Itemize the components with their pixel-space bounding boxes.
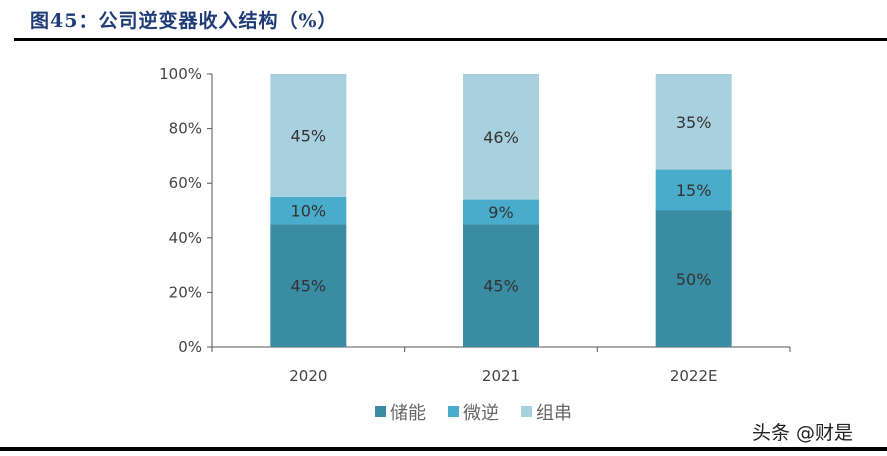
bar-segment [655, 74, 732, 170]
bar-segment [655, 169, 732, 211]
data-label: 46% [483, 128, 519, 147]
data-label: 45% [291, 126, 327, 145]
legend-label: 微逆 [463, 403, 499, 424]
bar-segment [270, 196, 347, 225]
legend-label: 储能 [390, 403, 426, 424]
legend-swatch [375, 406, 386, 417]
bar-segment [463, 199, 539, 225]
figure-title: 图45：公司逆变器收入结构（%） [30, 10, 338, 32]
watermark: 头条 @财是 [752, 422, 854, 444]
bar-segment [463, 74, 539, 200]
data-label: 45% [483, 277, 519, 296]
y-tick-label: 100% [159, 65, 202, 83]
data-label: 50% [676, 270, 712, 289]
legend-swatch [521, 406, 532, 417]
y-tick-label: 60% [169, 174, 202, 192]
y-tick-label: 20% [169, 283, 202, 301]
bar-segment [270, 224, 347, 347]
legend-swatch [448, 406, 459, 417]
y-tick-label: 0% [178, 338, 202, 356]
bar-segment [270, 74, 347, 197]
data-label: 45% [291, 277, 327, 296]
bar-segment [655, 210, 732, 347]
y-tick-label: 40% [169, 229, 202, 247]
bottom-rule [0, 447, 887, 451]
y-tick-label: 80% [169, 120, 202, 138]
data-label: 9% [488, 203, 513, 222]
bar-segment [463, 224, 539, 347]
x-tick-label: 2022E [670, 367, 718, 385]
legend-label: 组串 [536, 403, 572, 424]
x-tick-label: 2021 [482, 367, 520, 385]
top-rule [14, 38, 887, 41]
x-tick-label: 2020 [289, 367, 327, 385]
data-label: 15% [676, 181, 712, 200]
data-label: 35% [676, 113, 712, 132]
data-label: 10% [291, 202, 327, 221]
